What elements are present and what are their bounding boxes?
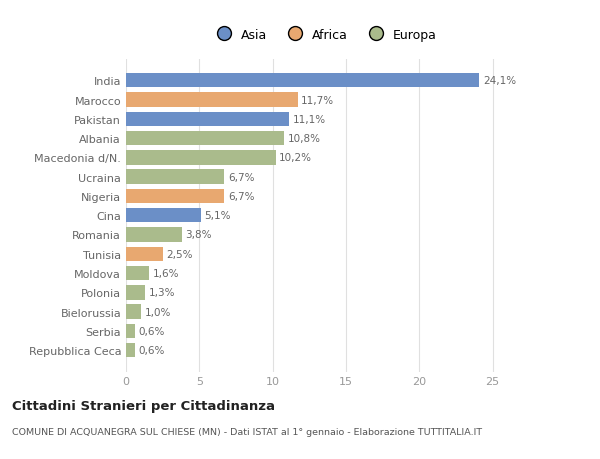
Text: 1,0%: 1,0% [145, 307, 171, 317]
Text: COMUNE DI ACQUANEGRA SUL CHIESE (MN) - Dati ISTAT al 1° gennaio - Elaborazione T: COMUNE DI ACQUANEGRA SUL CHIESE (MN) - D… [12, 427, 482, 436]
Text: 2,5%: 2,5% [166, 249, 193, 259]
Bar [126, 266, 149, 280]
Bar [126, 208, 201, 223]
Bar [126, 170, 224, 185]
Bar [126, 305, 140, 319]
Text: Cittadini Stranieri per Cittadinanza: Cittadini Stranieri per Cittadinanza [12, 399, 275, 412]
Text: 3,8%: 3,8% [185, 230, 212, 240]
Text: 11,1%: 11,1% [292, 115, 326, 124]
Bar [126, 93, 298, 107]
Text: 1,3%: 1,3% [149, 288, 175, 298]
Text: 11,7%: 11,7% [301, 95, 334, 105]
Text: 0,6%: 0,6% [139, 326, 165, 336]
Bar [126, 132, 284, 146]
Bar [126, 151, 275, 165]
Text: 0,6%: 0,6% [139, 346, 165, 355]
Text: 6,7%: 6,7% [228, 172, 254, 182]
Text: 5,1%: 5,1% [205, 211, 231, 221]
Text: 10,2%: 10,2% [279, 153, 312, 163]
Bar [126, 247, 163, 262]
Text: 10,8%: 10,8% [288, 134, 321, 144]
Text: 1,6%: 1,6% [153, 269, 179, 279]
Bar [126, 228, 182, 242]
Bar [126, 112, 289, 127]
Text: 24,1%: 24,1% [483, 76, 516, 86]
Bar [126, 324, 135, 338]
Legend: Asia, Africa, Europa: Asia, Africa, Europa [211, 28, 437, 41]
Bar [126, 285, 145, 300]
Bar [126, 74, 479, 88]
Text: 6,7%: 6,7% [228, 191, 254, 202]
Bar [126, 189, 224, 204]
Bar [126, 343, 135, 358]
